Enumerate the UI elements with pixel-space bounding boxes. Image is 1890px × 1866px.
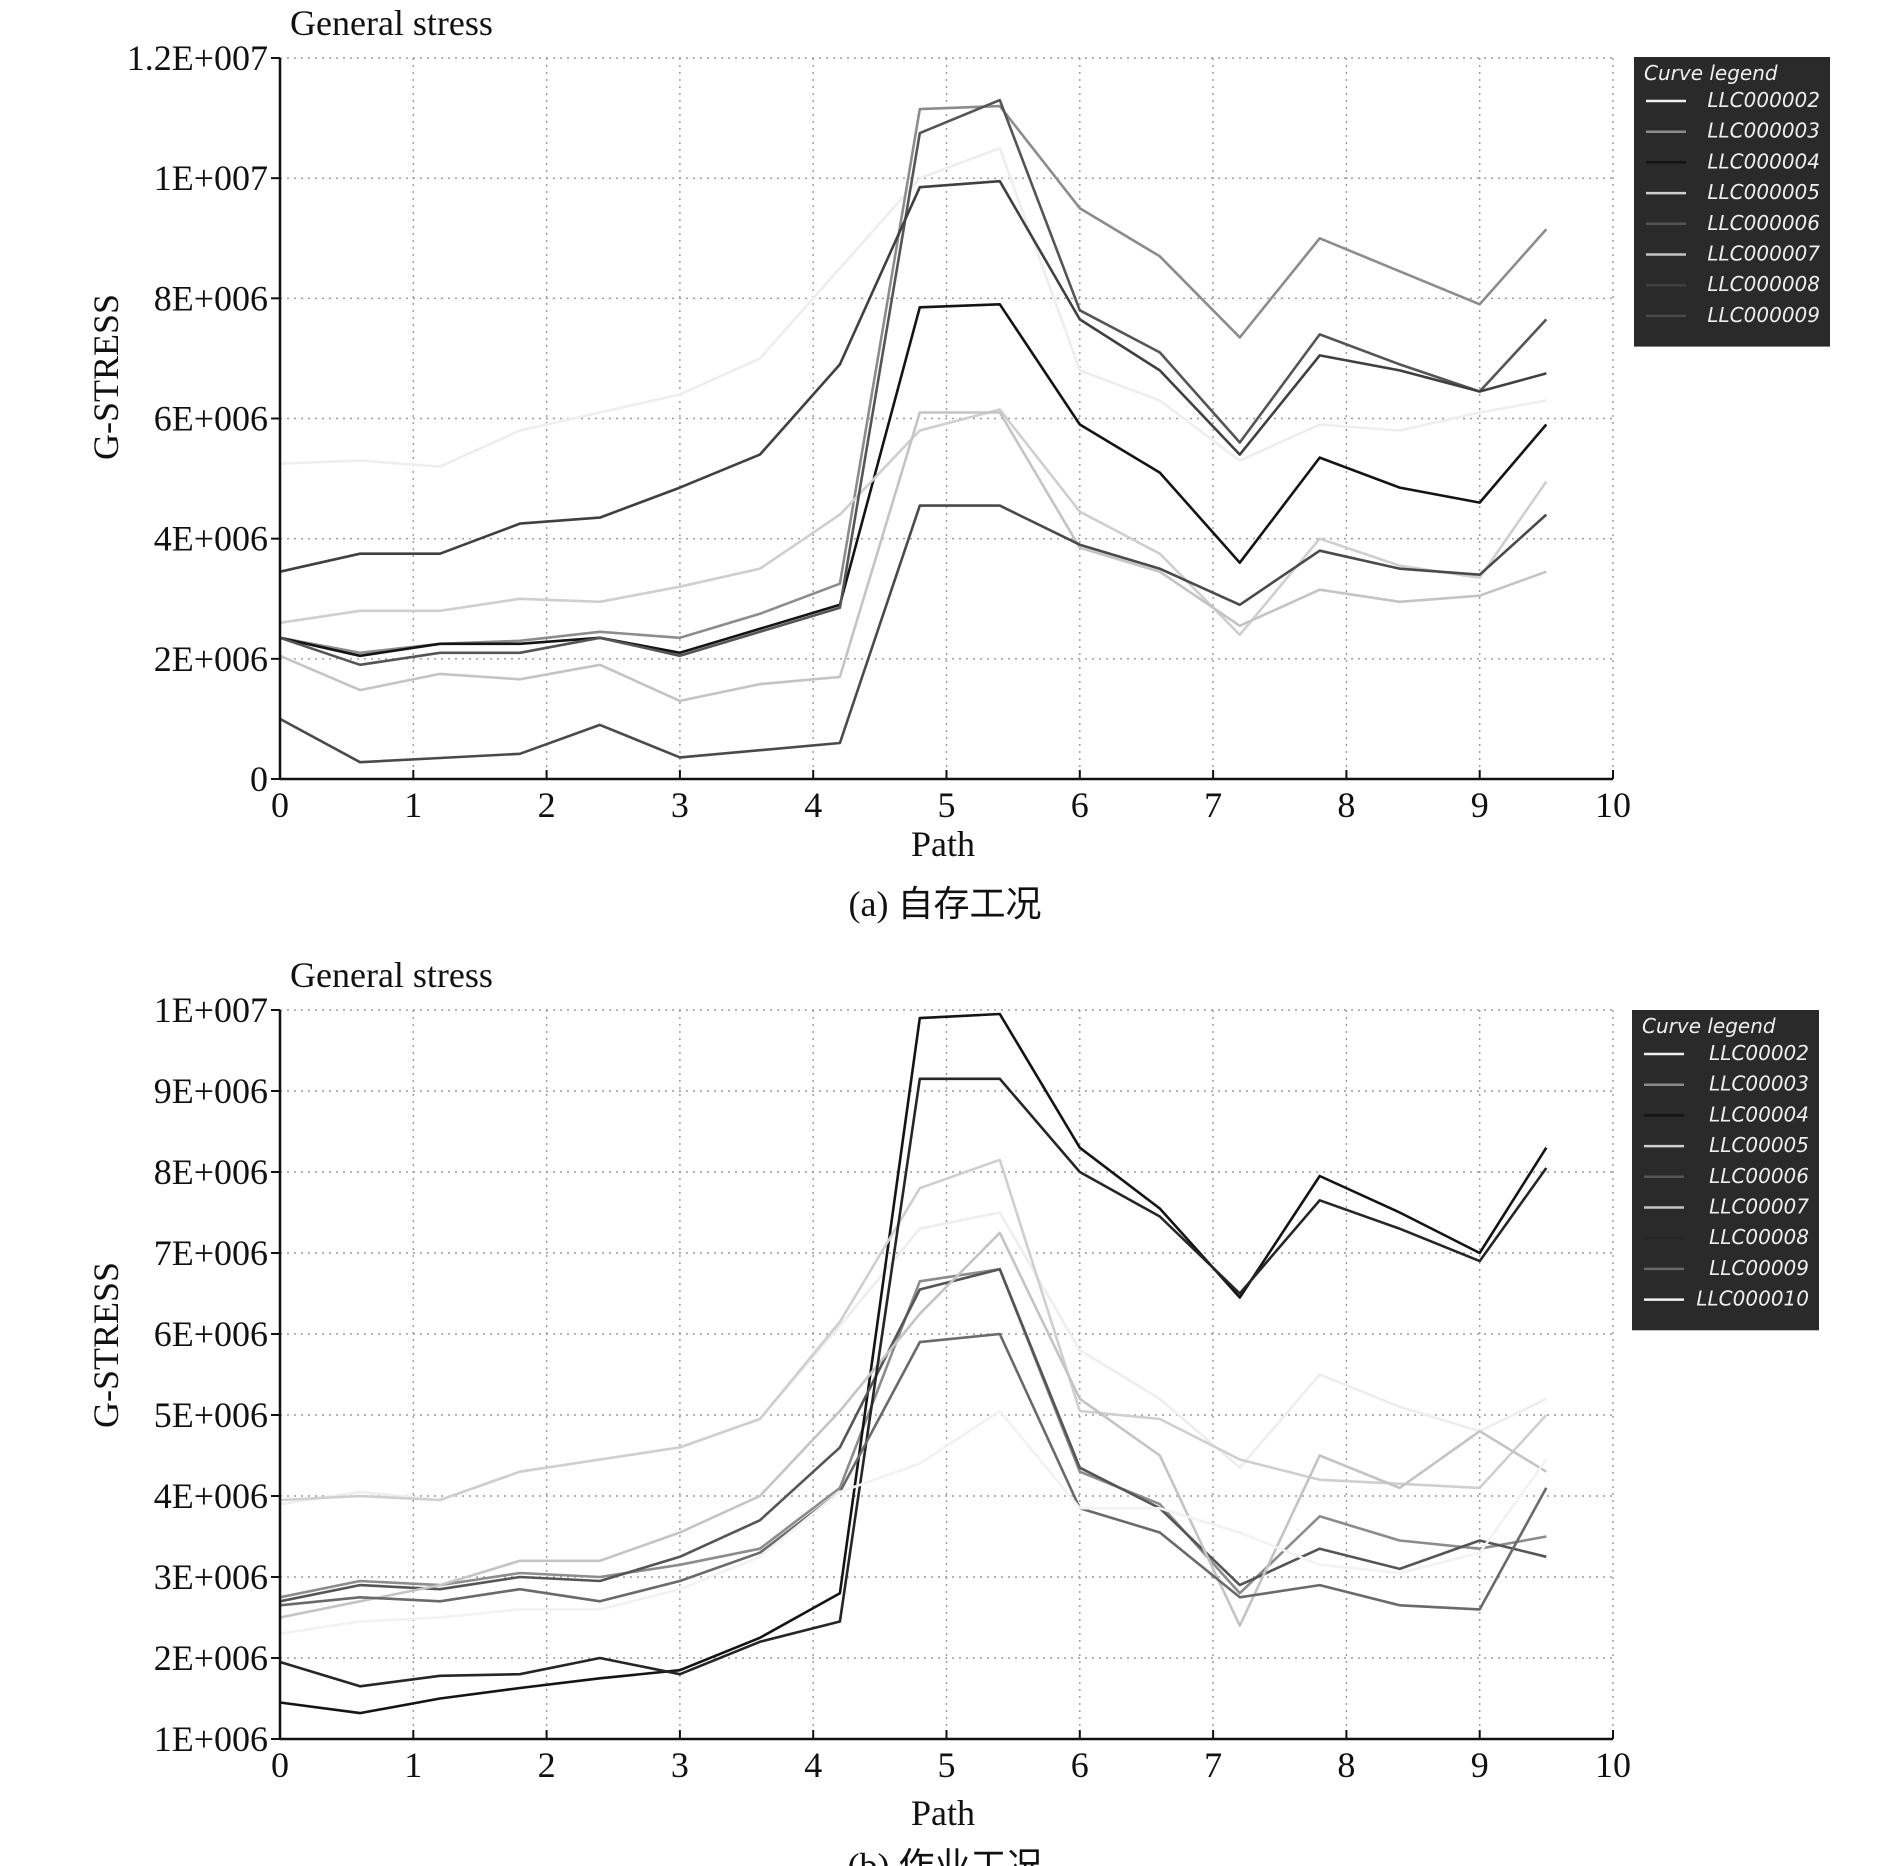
series-line-llc000005 [279,408,1548,637]
y-tick-label: 4E+006 [154,1476,268,1516]
chart-a-self-survival: 0 1 2 3 4 5 6 7 8 9 10 0 2E+006 4E+006 6E+006 8E+006 1E+… [86,3,1830,924]
series-line-llc00009 [279,1332,1548,1611]
legend-entry: LLC000010 [1696,1287,1809,1311]
chart-b-caption: (b) 作业工况 [848,1846,1043,1866]
series-line-llc000009 [279,504,1548,764]
x-tick-label: 7 [1204,785,1222,825]
y-tick-label: 7E+006 [154,1233,268,1273]
legend-entry: LLC000006 [1707,211,1820,235]
x-tick-label: 2 [538,1745,556,1785]
chart-b-tick-labels: 0 1 2 3 4 5 6 7 8 9 10 1E+006 2E+006 3E+006 4E+006 5E+0… [154,990,1631,1785]
chart-b-grid [279,1009,1614,1740]
y-tick-label: 1E+007 [154,158,268,198]
series-line-llc00002 [279,1211,1547,1506]
y-tick-label: 9E+006 [154,1071,268,1111]
x-tick-label: 10 [1595,1745,1631,1785]
y-tick-label: 1E+007 [154,990,268,1030]
y-tick-label: 6E+006 [154,399,268,439]
legend-entry: LLC00004 [1709,1102,1809,1126]
chart-a-legend: Curve legend LLC000002 LLC000003 LLC000004 L… [1634,57,1830,347]
x-tick-label: 7 [1204,1745,1222,1785]
chart-a-title: General stress [290,3,493,43]
legend-box [1632,1010,1819,1331]
legend-entry: LLC00003 [1709,1072,1809,1096]
series-line-llc00005 [279,1158,1548,1502]
x-tick-label: 9 [1471,785,1489,825]
chart-b-x-axis-label: Path [911,1793,975,1833]
legend-entry: LLC000004 [1707,149,1820,173]
x-tick-label: 6 [1071,1745,1089,1785]
x-tick-label: 4 [804,1745,822,1785]
y-tick-label: 6E+006 [154,1314,268,1354]
legend-entry: LLC000003 [1707,119,1820,143]
chart-a-tick-labels: 0 1 2 3 4 5 6 7 8 9 10 0 2E+006 4E+006 6E+006 8E+006 1E+… [127,38,1631,825]
chart-b-y-axis-label: G-STRESS [86,1262,126,1428]
series-line-llc000003 [279,104,1548,655]
legend-box [1634,57,1830,347]
y-tick-label: 8E+006 [154,278,268,318]
series-line-llc000010 [279,1409,1548,1635]
chart-a-grid [279,57,1614,780]
series-line-llc00003 [279,1267,1547,1599]
x-tick-label: 5 [938,1745,956,1785]
series-line-llc000002 [279,146,1547,468]
series-line-llc00007 [279,1231,1547,1627]
legend-entry: LLC00006 [1709,1164,1809,1188]
legend-entry: LLC000009 [1707,303,1820,327]
chart-a-y-axis-label: G-STRESS [86,294,126,460]
legend-title: Curve legend [1642,1014,1776,1038]
legend-entry: LLC00007 [1709,1195,1809,1219]
series-line-llc00008 [279,1077,1548,1688]
legend-entry: LLC00002 [1709,1041,1809,1065]
y-tick-label: 4E+006 [154,519,268,559]
y-tick-label: 8E+006 [154,1152,268,1192]
chart-b-series [279,1012,1548,1715]
legend-entry: LLC000002 [1707,88,1820,112]
series-line-llc00004 [279,1012,1548,1715]
legend-title: Curve legend [1644,61,1778,85]
x-tick-label: 5 [938,785,956,825]
x-tick-label: 0 [271,1745,289,1785]
x-tick-label: 0 [271,785,289,825]
y-tick-label: 2E+006 [154,1638,268,1678]
legend-entry: LLC00005 [1709,1133,1809,1157]
x-tick-label: 1 [404,785,422,825]
legend-entry: LLC000005 [1707,180,1820,204]
chart-b-axes [271,1009,1614,1741]
x-tick-label: 10 [1595,785,1631,825]
y-tick-label: 0 [250,759,268,799]
x-tick-label: 3 [671,785,689,825]
series-line-llc000008 [279,179,1547,573]
chart-a-series [279,98,1548,764]
x-tick-label: 9 [1471,1745,1489,1785]
series-line-llc000004 [279,302,1548,658]
x-tick-label: 8 [1337,1745,1355,1785]
series-line-llc00006 [279,1267,1547,1603]
x-tick-label: 1 [404,1745,422,1785]
x-tick-label: 6 [1071,785,1089,825]
y-tick-label: 1.2E+007 [127,38,268,78]
chart-a-axes [271,57,1614,781]
legend-entry: LLC00008 [1709,1225,1809,1249]
chart-b-title: General stress [290,955,493,995]
series-line-llc000006 [279,98,1548,667]
chart-b-legend: Curve legend LLC00002 LLC00003 LLC00004 LLC0… [1632,1010,1819,1331]
y-tick-label: 3E+006 [154,1557,268,1597]
x-tick-label: 2 [538,785,556,825]
legend-entry: LLC000007 [1707,242,1820,266]
chart-a-x-axis-label: Path [911,824,975,864]
chart-b-operating: 0 1 2 3 4 5 6 7 8 9 10 1E+006 2E+006 3E+006 4E+006 5E+0… [86,955,1819,1866]
y-tick-label: 1E+006 [154,1719,268,1759]
chart-a-caption: (a) 自存工况 [849,884,1042,924]
x-tick-label: 8 [1337,785,1355,825]
x-tick-label: 3 [671,1745,689,1785]
x-tick-label: 4 [804,785,822,825]
y-tick-label: 2E+006 [154,639,268,679]
y-tick-label: 5E+006 [154,1395,268,1435]
legend-entry: LLC00009 [1709,1256,1809,1280]
series-line-llc000007 [279,411,1547,703]
legend-entry: LLC000008 [1707,272,1820,296]
